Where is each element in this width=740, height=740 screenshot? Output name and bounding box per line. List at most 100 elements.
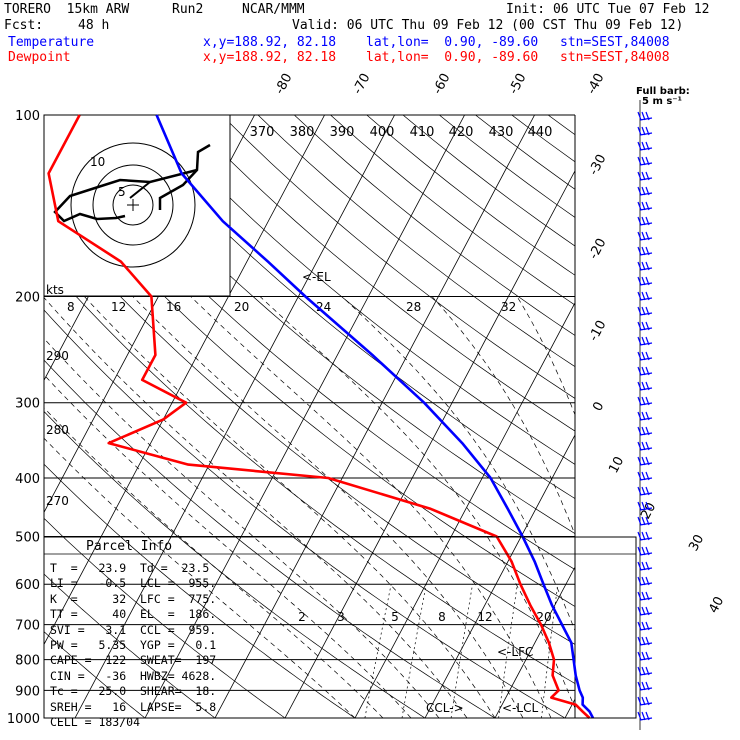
dewpoint-legend: Dewpoint bbox=[8, 50, 71, 65]
moist-adiabat bbox=[132, 296, 524, 718]
isotherm-line bbox=[494, 566, 575, 718]
isotherm-line bbox=[44, 115, 325, 646]
isotherm-line bbox=[564, 698, 575, 718]
isotherm-line bbox=[424, 434, 575, 718]
mixing-ratio-label: 2 bbox=[298, 610, 306, 624]
theta-label: 270 bbox=[46, 494, 69, 508]
dewpoint-profile bbox=[47, 114, 591, 719]
wind-barb bbox=[637, 186, 653, 196]
pressure-tick-label: 500 bbox=[15, 530, 40, 545]
hodograph-trace bbox=[129, 181, 151, 199]
hodograph-trace bbox=[158, 143, 211, 210]
moist-adiabat bbox=[44, 437, 356, 718]
dry-adiabat bbox=[511, 115, 575, 163]
hodograph-ring bbox=[92, 164, 174, 246]
mixing-ratio-line bbox=[401, 584, 427, 718]
wind-barb bbox=[637, 546, 653, 556]
hodograph-ring-label: 5 bbox=[118, 185, 126, 199]
theta-label: 380 bbox=[290, 125, 315, 140]
parcel-info-row: SREH = 16 LAPSE= 5.8 bbox=[50, 699, 217, 714]
hodograph-speed-label: 28 bbox=[406, 300, 421, 314]
dewpoint-latlon: lat,lon= 0.90, -89.60 bbox=[366, 50, 539, 65]
wind-barb bbox=[637, 321, 653, 331]
wind-barb bbox=[637, 171, 653, 181]
dry-adiabat bbox=[257, 115, 575, 368]
hodograph-speed-label: 8 bbox=[67, 300, 75, 314]
hodograph-ring-label: 10 bbox=[90, 155, 105, 169]
pressure-tick-label: 100 bbox=[15, 109, 40, 124]
hodograph-ring bbox=[112, 184, 154, 226]
wind-barb bbox=[637, 696, 653, 706]
dry-adiabat bbox=[44, 212, 575, 645]
dry-adiabat bbox=[44, 118, 575, 570]
temperature-latlon: lat,lon= 0.90, -89.60 bbox=[366, 35, 539, 50]
parcel-info-row: LI = -0.5 LCL = 955. bbox=[50, 576, 217, 591]
theta-label: 390 bbox=[330, 125, 355, 140]
isotherm-label: -30 bbox=[586, 152, 609, 178]
wind-barb bbox=[637, 441, 653, 451]
dry-adiabat bbox=[185, 115, 575, 432]
dry-adiabat bbox=[402, 115, 575, 247]
wind-barb bbox=[637, 486, 653, 496]
wind-barb bbox=[637, 426, 653, 436]
pressure-tick-label: 900 bbox=[15, 684, 40, 699]
parcel-info-row: Tc = 25.0 SHEAR= 18. bbox=[50, 684, 217, 699]
wind-barb bbox=[637, 531, 653, 541]
init-time: Init: 06 UTC Tue 07 Feb 12 bbox=[506, 2, 710, 17]
mixing-ratio-line bbox=[598, 584, 611, 718]
wind-barb bbox=[637, 111, 653, 121]
theta-label: 440 bbox=[528, 125, 553, 140]
isotherm-line bbox=[635, 115, 740, 718]
mixing-ratio-label: 5 bbox=[391, 610, 399, 624]
wind-barb bbox=[637, 561, 653, 571]
pressure-tick-label: 600 bbox=[15, 578, 40, 593]
mixing-ratio-label: 12 bbox=[477, 610, 492, 624]
wind-barb bbox=[637, 126, 653, 136]
hodograph-speed-label: 20 bbox=[234, 300, 249, 314]
wind-barb bbox=[637, 231, 653, 241]
theta-label: 290 bbox=[46, 349, 69, 363]
dry-adiabat bbox=[366, 115, 575, 276]
isotherm-label: -80 bbox=[272, 71, 295, 97]
forecast-label: Fcst: bbox=[4, 18, 44, 33]
dry-adiabat bbox=[44, 573, 216, 718]
hodograph-ring bbox=[70, 142, 196, 268]
mixing-ratio-label: 8 bbox=[438, 610, 446, 624]
valid-time: Valid: 06 UTC Thu 09 Feb 12 (00 CST Thu … bbox=[292, 18, 684, 33]
isotherm-label: 10 bbox=[606, 454, 627, 476]
isotherm-line bbox=[354, 302, 575, 718]
hodograph-inset: 5 10 bbox=[43, 114, 231, 297]
wind-barb bbox=[637, 681, 653, 691]
dry-adiabat bbox=[76, 115, 575, 535]
dry-adiabat bbox=[44, 517, 286, 718]
parcel-info-box bbox=[43, 536, 637, 719]
wind-barb bbox=[637, 456, 653, 466]
hodograph-speed-label: 32 bbox=[501, 300, 516, 314]
dry-adiabat bbox=[294, 115, 575, 336]
isotherm-label: -70 bbox=[350, 71, 373, 97]
parcel-info-row: K = 32 LFC = 775. bbox=[50, 591, 217, 606]
dry-adiabat bbox=[44, 463, 356, 718]
wind-barb bbox=[637, 516, 653, 526]
wind-barb bbox=[637, 651, 653, 661]
temperature-xy: x,y=188.92, 82.18 bbox=[203, 35, 337, 50]
wind-barb bbox=[637, 276, 653, 286]
hodograph-speed-label: 16 bbox=[166, 300, 181, 314]
temperature-station: stn=SEST,84008 bbox=[560, 35, 670, 50]
moist-adiabat bbox=[44, 337, 440, 718]
mixing-ratio-line bbox=[450, 584, 473, 718]
pressure-tick-label: 1000 bbox=[7, 712, 40, 727]
wind-barb bbox=[637, 501, 653, 511]
wind-barb bbox=[637, 576, 653, 586]
parcel-info-row: T = 23.9 Td = 23.5 bbox=[50, 561, 210, 575]
wind-barb bbox=[637, 396, 653, 406]
level-annotation: CCL-> bbox=[426, 701, 464, 715]
theta-label: 370 bbox=[250, 125, 275, 140]
parcel-info-row: SVI = 3.1 CCL = 959. bbox=[50, 622, 217, 637]
wind-barb bbox=[637, 471, 653, 481]
isotherm-line bbox=[705, 115, 740, 718]
moist-adiabat bbox=[84, 296, 496, 718]
mixing-ratio-label: 3 bbox=[337, 610, 345, 624]
theta-label: 410 bbox=[410, 125, 435, 140]
